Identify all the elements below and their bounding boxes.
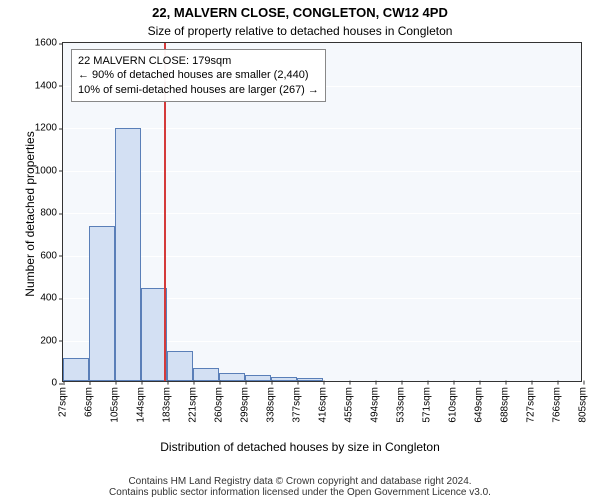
- y-tick-label: 400: [40, 293, 63, 304]
- y-tick-label: 200: [40, 335, 63, 346]
- histogram-bar: [89, 226, 115, 381]
- x-tick-label: 260sqm: [213, 381, 224, 423]
- xlabel-text: Distribution of detached houses by size …: [160, 440, 440, 454]
- x-tick-label: 494sqm: [370, 381, 381, 423]
- x-tick-label: 416sqm: [318, 381, 329, 423]
- x-tick-label: 688sqm: [499, 381, 510, 423]
- histogram-bar: [63, 358, 89, 381]
- x-tick-label: 610sqm: [447, 381, 458, 423]
- annotation-line-1: 22 MALVERN CLOSE: 179sqm: [78, 54, 319, 68]
- footer: Contains HM Land Registry data © Crown c…: [0, 476, 600, 498]
- x-tick-label: 299sqm: [239, 381, 250, 423]
- x-tick-label: 455sqm: [344, 381, 355, 423]
- x-tick-label: 649sqm: [473, 381, 484, 423]
- y-tick-label: 600: [40, 250, 63, 261]
- annotation-line-2: ← 90% of detached houses are smaller (2,…: [78, 68, 319, 82]
- chart-subtitle: Size of property relative to detached ho…: [0, 22, 600, 40]
- x-tick-label: 571sqm: [421, 381, 432, 423]
- x-tick-label: 144sqm: [136, 381, 147, 423]
- ylabel-text: Number of detached properties: [23, 131, 37, 296]
- histogram-bar: [219, 373, 245, 382]
- x-tick-label: 805sqm: [578, 381, 589, 423]
- x-tick-label: 27sqm: [58, 381, 69, 417]
- y-tick-label: 1000: [35, 165, 63, 176]
- x-tick-label: 183sqm: [162, 381, 173, 423]
- histogram-bar: [167, 351, 192, 381]
- chart-container: 22, MALVERN CLOSE, CONGLETON, CW12 4PD S…: [0, 0, 600, 500]
- y-tick-label: 1200: [35, 123, 63, 134]
- x-tick-label: 105sqm: [110, 381, 121, 423]
- x-tick-label: 766sqm: [551, 381, 562, 423]
- footer-line-2: Contains public sector information licen…: [0, 487, 600, 498]
- x-tick-label: 377sqm: [291, 381, 302, 423]
- x-axis-label: Distribution of detached houses by size …: [0, 438, 600, 456]
- histogram-bar: [115, 128, 141, 381]
- annotation-box: 22 MALVERN CLOSE: 179sqm ← 90% of detach…: [71, 49, 326, 102]
- y-tick-label: 1400: [35, 80, 63, 91]
- x-tick-label: 66sqm: [84, 381, 95, 417]
- title-text: 22, MALVERN CLOSE, CONGLETON, CW12 4PD: [152, 5, 448, 20]
- annotation-line-3: 10% of semi-detached houses are larger (…: [78, 83, 319, 97]
- y-axis-label: Number of detached properties: [21, 114, 39, 314]
- x-tick-label: 533sqm: [396, 381, 407, 423]
- x-tick-label: 221sqm: [187, 381, 198, 423]
- footer-line-1: Contains HM Land Registry data © Crown c…: [0, 476, 600, 487]
- chart-title: 22, MALVERN CLOSE, CONGLETON, CW12 4PD: [0, 4, 600, 22]
- y-tick-label: 800: [40, 208, 63, 219]
- plot-area: 22 MALVERN CLOSE: 179sqm ← 90% of detach…: [62, 42, 582, 382]
- y-tick-label: 1600: [35, 38, 63, 49]
- x-tick-label: 727sqm: [525, 381, 536, 423]
- subtitle-text: Size of property relative to detached ho…: [148, 24, 453, 38]
- x-tick-label: 338sqm: [265, 381, 276, 423]
- histogram-bar: [193, 368, 219, 381]
